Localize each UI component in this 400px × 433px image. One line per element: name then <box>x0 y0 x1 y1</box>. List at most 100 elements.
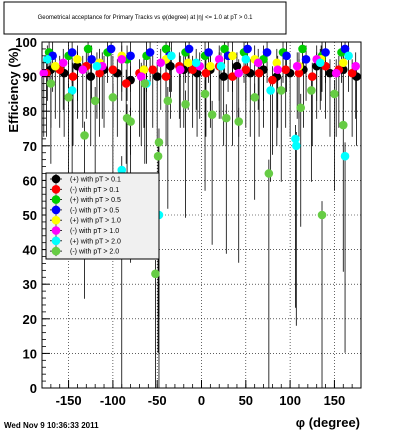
y-tick-label: 30 <box>23 277 37 292</box>
data-point <box>167 51 176 61</box>
legend-label: (+) with pT > 0.1 <box>70 177 121 184</box>
data-point <box>151 269 160 279</box>
data-point <box>140 79 150 88</box>
data-point <box>183 58 193 68</box>
data-point <box>87 55 96 64</box>
data-point <box>338 120 348 130</box>
legend-marker <box>51 226 61 235</box>
legend-marker <box>51 236 61 246</box>
data-point <box>175 65 185 74</box>
data-point <box>46 79 56 88</box>
data-point <box>68 72 78 81</box>
data-point <box>234 117 244 126</box>
data-point <box>344 51 353 61</box>
y-tick-label: 90 <box>23 70 37 85</box>
data-point <box>95 68 104 78</box>
y-tick-label: 40 <box>23 243 37 258</box>
data-point <box>330 89 339 99</box>
x-tick-label: -150 <box>56 393 82 408</box>
y-tick-label: 10 <box>23 346 37 361</box>
data-point <box>152 72 162 81</box>
data-point <box>39 68 49 78</box>
data-point <box>338 58 348 68</box>
data-point <box>214 55 224 64</box>
data-point <box>121 79 131 88</box>
data-point <box>136 72 146 81</box>
data-point <box>220 44 229 54</box>
y-tick-label: 0 <box>30 381 37 396</box>
data-point <box>207 110 217 119</box>
data-point <box>161 44 171 54</box>
data-point <box>340 151 350 161</box>
y-axis-title: Efficiency (%) <box>6 47 21 132</box>
data-point <box>321 48 330 57</box>
data-point <box>292 141 301 151</box>
data-point <box>266 86 275 95</box>
data-point <box>347 68 357 78</box>
legend-box <box>45 172 160 260</box>
y-tick-label: 60 <box>23 173 37 188</box>
data-point <box>67 86 77 95</box>
data-point <box>264 169 274 178</box>
axis-ticks: 0 10 20 30 40 50 60 70 80 90 100 -150 -100 -50 0 50 100 1… <box>15 35 353 408</box>
timestamp: Wed Nov 9 10:36:33 2011 <box>4 421 99 430</box>
data-point <box>232 61 242 71</box>
data-point <box>250 93 259 102</box>
data-point <box>307 72 317 81</box>
data-point <box>106 44 116 54</box>
x-tick-label: -100 <box>100 393 126 408</box>
data-point <box>243 44 252 54</box>
legend-marker <box>51 215 61 225</box>
legend-marker <box>51 195 61 204</box>
legend-marker <box>51 246 61 256</box>
data-point <box>161 72 171 81</box>
data-point <box>43 55 52 64</box>
data-point <box>241 65 251 74</box>
data-point <box>200 89 210 99</box>
data-points <box>39 44 361 279</box>
x-tick-label: -50 <box>148 393 167 408</box>
y-tick-label: 20 <box>23 312 37 327</box>
data-point <box>86 72 96 81</box>
data-point <box>154 138 164 147</box>
x-tick-label: 150 <box>324 393 346 408</box>
legend-label: (-) with pT > 1.0 <box>70 228 119 235</box>
data-point <box>219 72 228 81</box>
data-point <box>78 65 88 74</box>
data-point <box>108 93 118 102</box>
data-point <box>145 48 155 57</box>
data-point <box>307 86 316 95</box>
data-point <box>108 65 118 74</box>
data-point <box>92 61 102 71</box>
chart-title: Geometrical acceptance for Primary Track… <box>38 15 253 21</box>
legend-label: (-) with pT > 2.0 <box>70 249 119 256</box>
y-tick-label: 50 <box>23 208 37 223</box>
legend-marker <box>51 185 61 194</box>
data-point <box>292 61 302 71</box>
data-point <box>163 96 173 106</box>
title-box <box>3 1 287 35</box>
data-point <box>282 51 291 61</box>
data-point <box>301 55 311 64</box>
data-point <box>268 75 277 85</box>
data-point <box>294 68 304 78</box>
data-point <box>64 93 73 102</box>
data-point <box>234 68 244 78</box>
data-point <box>73 55 82 64</box>
data-point <box>273 65 283 74</box>
data-point <box>191 58 201 68</box>
data-point <box>90 96 100 106</box>
data-point <box>296 103 306 113</box>
x-tick-label: 100 <box>279 393 301 408</box>
data-point <box>206 61 215 71</box>
data-point <box>148 65 158 74</box>
data-point <box>58 58 68 68</box>
data-point <box>188 65 197 74</box>
data-point <box>80 131 89 140</box>
legend: (+) with pT > 0.1 (-) with pT > 0.1 (+) wi… <box>50 174 121 257</box>
x-tick-label: 0 <box>198 393 205 408</box>
data-point <box>153 151 163 161</box>
data-point <box>50 61 60 71</box>
data-point <box>228 51 237 61</box>
